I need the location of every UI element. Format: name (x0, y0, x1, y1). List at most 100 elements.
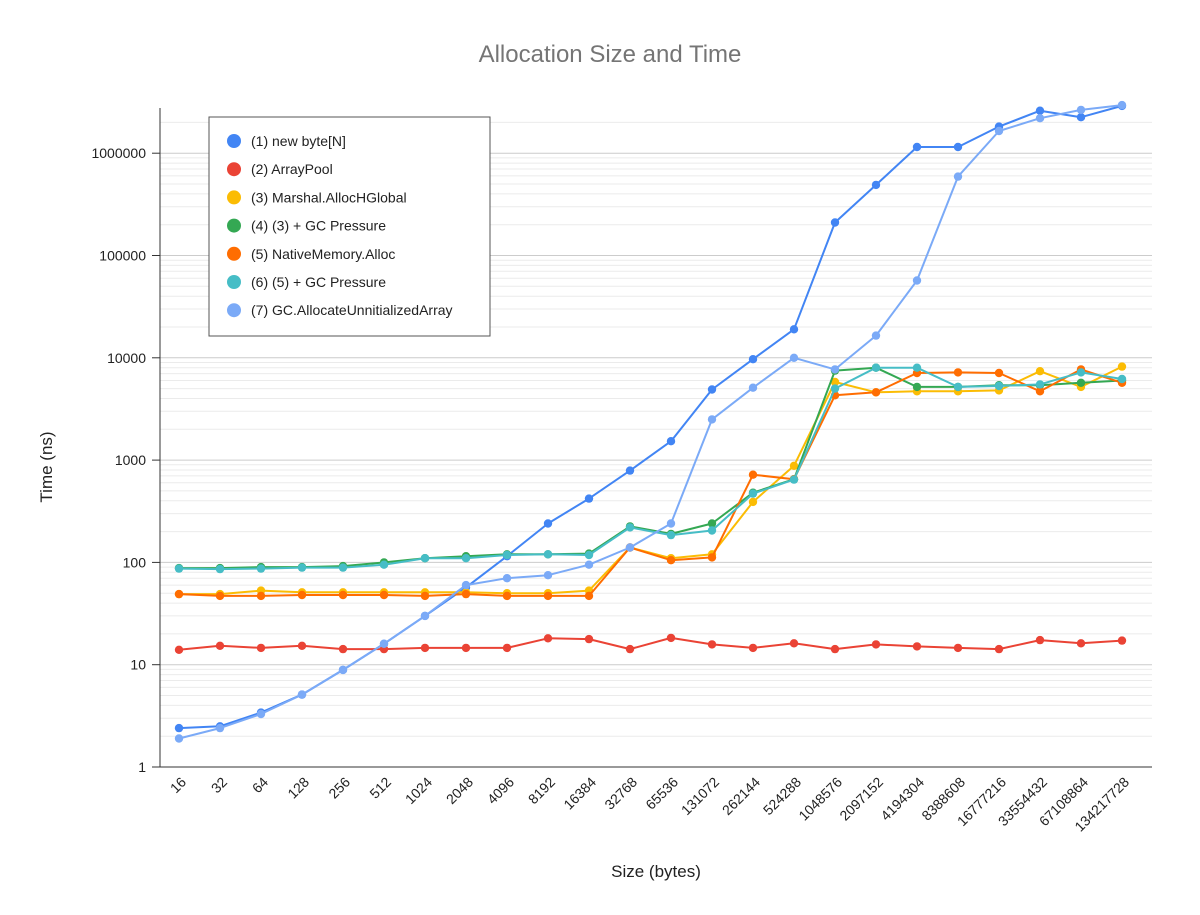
data-point (1117, 362, 1127, 371)
y-tick-label: 1000 (115, 452, 146, 468)
y-tick-label: 100000 (99, 248, 146, 264)
y-tick-label: 10000 (107, 350, 146, 366)
data-point (1076, 378, 1086, 387)
data-point (1076, 368, 1086, 377)
data-point (584, 560, 594, 569)
data-point (543, 634, 553, 643)
data-point (338, 590, 348, 600)
legend-item: (5) NativeMemory.Alloc (227, 246, 395, 262)
y-tick-label: 100 (123, 554, 147, 570)
data-point (1076, 105, 1086, 115)
data-point (789, 461, 799, 470)
data-point (912, 142, 922, 152)
data-point (1035, 380, 1045, 389)
legend-label: (3) Marshal.AllocHGlobal (251, 189, 407, 205)
data-point (379, 639, 389, 648)
data-point (338, 563, 348, 572)
data-point (297, 590, 307, 600)
data-point (502, 550, 512, 560)
data-point (256, 709, 266, 719)
data-point (297, 641, 307, 650)
data-point (871, 331, 881, 340)
data-point (1076, 113, 1086, 122)
data-point (748, 470, 758, 479)
axes (152, 108, 1152, 768)
data-point (297, 563, 307, 572)
legend-item: (4) (3) + GC Pressure (227, 218, 386, 234)
data-point (953, 142, 963, 152)
data-point (707, 526, 717, 535)
data-point (174, 734, 184, 743)
data-point (174, 723, 184, 733)
legend-marker (227, 303, 241, 318)
data-point (871, 640, 881, 649)
y-tick-labels: 1 10 100 1000 10000 100000 1000000 (91, 145, 160, 775)
data-point (748, 489, 758, 498)
data-point (1117, 100, 1127, 110)
legend-marker (227, 275, 241, 289)
data-point (830, 377, 840, 387)
data-point (871, 388, 881, 397)
data-point (584, 550, 594, 560)
data-point (1035, 387, 1045, 396)
legend-item: (7) GC.AllocateUnnitializedArray (227, 302, 453, 318)
data-point (789, 353, 799, 362)
legend-label: (1) new byte[N] (251, 133, 346, 149)
series-6 (174, 363, 1127, 574)
data-point (789, 325, 799, 334)
data-point (830, 644, 840, 654)
data-point (625, 466, 635, 475)
data-point (420, 554, 430, 563)
data-point (912, 382, 922, 392)
data-point (584, 591, 594, 601)
data-point (789, 639, 799, 648)
data-point (871, 363, 881, 372)
data-point (625, 523, 635, 532)
x-axis-title: Size (bytes) (611, 862, 701, 881)
data-point (666, 633, 676, 643)
data-point (871, 180, 881, 190)
grid-lines (160, 121, 1152, 768)
data-point (625, 644, 635, 654)
legend-label: (7) GC.AllocateUnnitializedArray (251, 302, 453, 318)
data-point (174, 589, 184, 599)
data-point (215, 591, 225, 601)
data-point (215, 564, 225, 574)
data-point (707, 385, 717, 394)
legend: (1) new byte[N] (2) ArrayPool (3) Marshal.… (208, 116, 491, 337)
data-point (420, 591, 430, 601)
data-point (379, 590, 389, 600)
data-point (830, 218, 840, 227)
legend-box (208, 116, 491, 337)
legend-marker (227, 162, 241, 177)
series-line (178, 104, 1123, 740)
data-point (502, 574, 512, 583)
data-point (420, 611, 430, 621)
data-point (543, 519, 553, 528)
legend-item: (2) ArrayPool (227, 161, 333, 177)
data-point (174, 564, 184, 573)
data-point (1117, 636, 1127, 645)
data-point (256, 643, 266, 653)
data-point (830, 384, 840, 393)
data-point (994, 381, 1004, 391)
legend-item: (1) new byte[N] (227, 133, 346, 149)
legend-marker (227, 190, 241, 205)
data-point (707, 553, 717, 562)
data-point (953, 172, 963, 181)
data-point (1035, 367, 1045, 376)
data-point (912, 642, 922, 651)
data-point (748, 497, 758, 507)
data-point (543, 591, 553, 601)
data-point (584, 634, 594, 644)
data-point (502, 643, 512, 653)
data-point (953, 382, 963, 392)
series-line (178, 366, 1123, 571)
data-point (174, 645, 184, 654)
data-point (256, 564, 266, 573)
y-tick-label: 1000000 (91, 145, 146, 161)
data-point (912, 363, 922, 372)
data-point (953, 643, 963, 653)
